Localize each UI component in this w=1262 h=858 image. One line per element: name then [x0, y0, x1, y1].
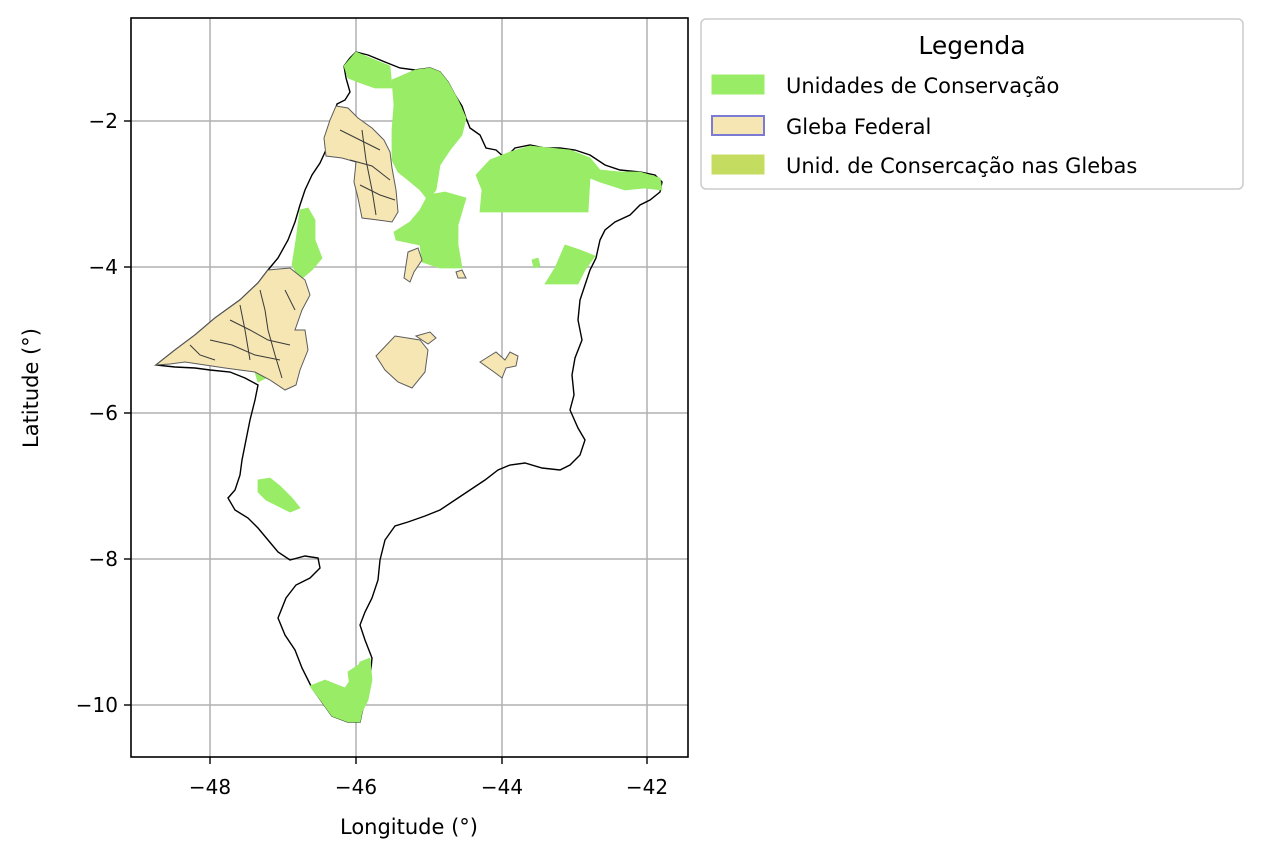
cu-central-strip [393, 191, 467, 269]
cu-north-coast-west [343, 51, 393, 89]
x-tick-labels: −48 −46 −44 −42 [189, 775, 668, 799]
ytick-label: −2 [89, 109, 118, 133]
ytick-label: −10 [76, 693, 118, 717]
gleba-mid-north [403, 247, 423, 283]
cu-delta [544, 244, 596, 285]
gleba-division [349, 159, 391, 181]
legend-swatch-overlap [711, 154, 765, 175]
gleba-division [284, 289, 296, 311]
gleba-division [361, 129, 377, 216]
legend-box [700, 18, 1244, 190]
x-axis-label: Longitude (°) [340, 815, 478, 839]
gleba-division [189, 344, 216, 361]
legend-label-gleba: Gleba Federal [786, 115, 931, 139]
gleba-division [209, 339, 281, 361]
legend-label-conservation: Unidades de Conservação [786, 74, 1059, 98]
y-axis-label: Latitude (°) [19, 328, 43, 448]
gleba-central-small [414, 331, 437, 345]
cu-south-inner [347, 663, 371, 689]
legend: Legenda Unidades de Conservação Gleba Fe… [700, 18, 1244, 190]
xtick-label: −42 [626, 775, 668, 799]
legend-swatch-gleba [711, 115, 765, 136]
ytick-label: −6 [89, 401, 118, 425]
gleba-tiny [455, 269, 467, 279]
cu-south-central [257, 477, 301, 513]
legend-swatch-conservation [711, 74, 765, 95]
ytick-label: −8 [89, 547, 118, 571]
y-tick-labels: −2 −4 −6 −8 −10 [76, 109, 118, 717]
xtick-label: −44 [481, 775, 523, 799]
gleba-divisions [189, 129, 396, 379]
cu-reentrancias [391, 67, 467, 201]
ytick-label: −4 [89, 255, 118, 279]
federal-land [154, 105, 519, 391]
gleba-central-large [375, 335, 429, 389]
axis-ticks [124, 120, 648, 764]
xtick-label: −46 [335, 775, 377, 799]
gleba-north-corridor [323, 105, 399, 223]
gleba-division [239, 304, 251, 361]
gleba-west-cluster [154, 267, 311, 391]
conservation-units [254, 51, 663, 723]
axes-frame [130, 17, 689, 758]
xtick-label: −48 [189, 775, 231, 799]
gleba-division [229, 319, 291, 346]
legend-title: Legenda [918, 31, 1025, 60]
cu-west-strip [291, 207, 323, 281]
gleba-division [259, 289, 283, 379]
gleba-division [339, 129, 381, 151]
legend-label-overlap: Unid. de Consercação nas Glebas [786, 154, 1137, 178]
cu-lencois [475, 145, 663, 213]
cu-delta-small [531, 257, 541, 269]
gleba-east [479, 351, 519, 379]
gleba-division [359, 184, 396, 201]
